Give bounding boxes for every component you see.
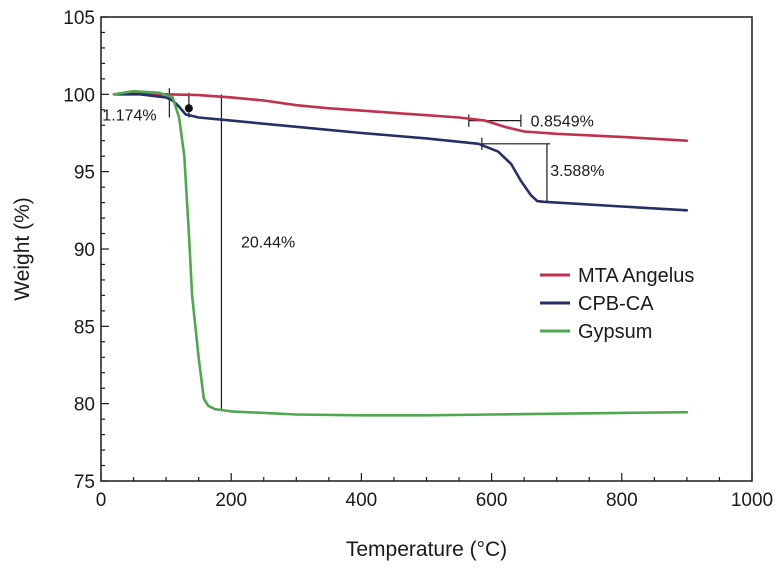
series-line-gypsum <box>112 89 689 417</box>
x-tick-label: 800 <box>606 490 638 511</box>
y-tick-label: 100 <box>63 85 95 106</box>
x-tick-label: 400 <box>346 490 378 511</box>
y-tick-label: 90 <box>74 240 95 261</box>
legend-label-mta-angelus: MTA Angelus <box>578 265 694 287</box>
legend-label-gypsum: Gypsum <box>578 321 652 343</box>
y-axis-title: Weight (%) <box>11 197 34 300</box>
x-tick-label: 600 <box>476 490 508 511</box>
annotation-label: 0.8549% <box>531 114 594 131</box>
x-axis-title: Temperature (°C) <box>346 538 507 561</box>
series-line-cpb-ca <box>112 93 689 212</box>
legend-label-cpb-ca: CPB-CA <box>578 293 654 315</box>
marker-point <box>184 104 193 113</box>
annotations: 1.174% 0.8549% 3.588% 20.44% <box>102 107 604 251</box>
y-tick-label: 105 <box>63 8 95 29</box>
y-tick-label: 95 <box>74 163 95 184</box>
series-line-mta-angelus <box>112 92 689 142</box>
x-tick-label: 200 <box>215 490 247 511</box>
annotation-label: 1.174% <box>102 107 156 124</box>
series-lines <box>112 89 689 417</box>
annotation-markers <box>168 88 551 410</box>
y-tick-label: 75 <box>74 472 95 493</box>
y-tick-label: 85 <box>74 317 95 338</box>
x-tick-label: 1000 <box>731 490 773 511</box>
annotation-label: 20.44% <box>241 234 295 251</box>
x-tick-label: 0 <box>96 490 107 511</box>
legend: MTA Angelus CPB-CA Gypsum <box>540 265 694 343</box>
y-tick-label: 80 <box>74 395 95 416</box>
axis-tick-labels: 0 200 400 600 800 1000 75 80 85 90 95 100 105 <box>63 8 773 511</box>
axis-ticks <box>100 16 753 482</box>
annotation-label: 3.588% <box>550 163 604 180</box>
